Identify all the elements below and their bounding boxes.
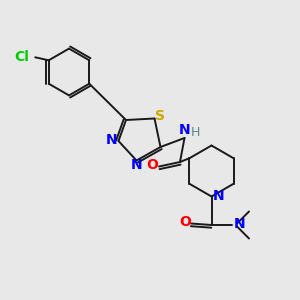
Text: O: O bbox=[146, 158, 158, 172]
Text: N: N bbox=[234, 217, 246, 230]
Text: N: N bbox=[213, 190, 225, 203]
Text: N: N bbox=[131, 158, 142, 172]
Text: N: N bbox=[179, 122, 190, 136]
Text: H: H bbox=[191, 126, 201, 139]
Text: O: O bbox=[179, 215, 191, 229]
Text: S: S bbox=[155, 109, 166, 123]
Text: N: N bbox=[106, 133, 118, 146]
Text: Cl: Cl bbox=[14, 50, 29, 64]
